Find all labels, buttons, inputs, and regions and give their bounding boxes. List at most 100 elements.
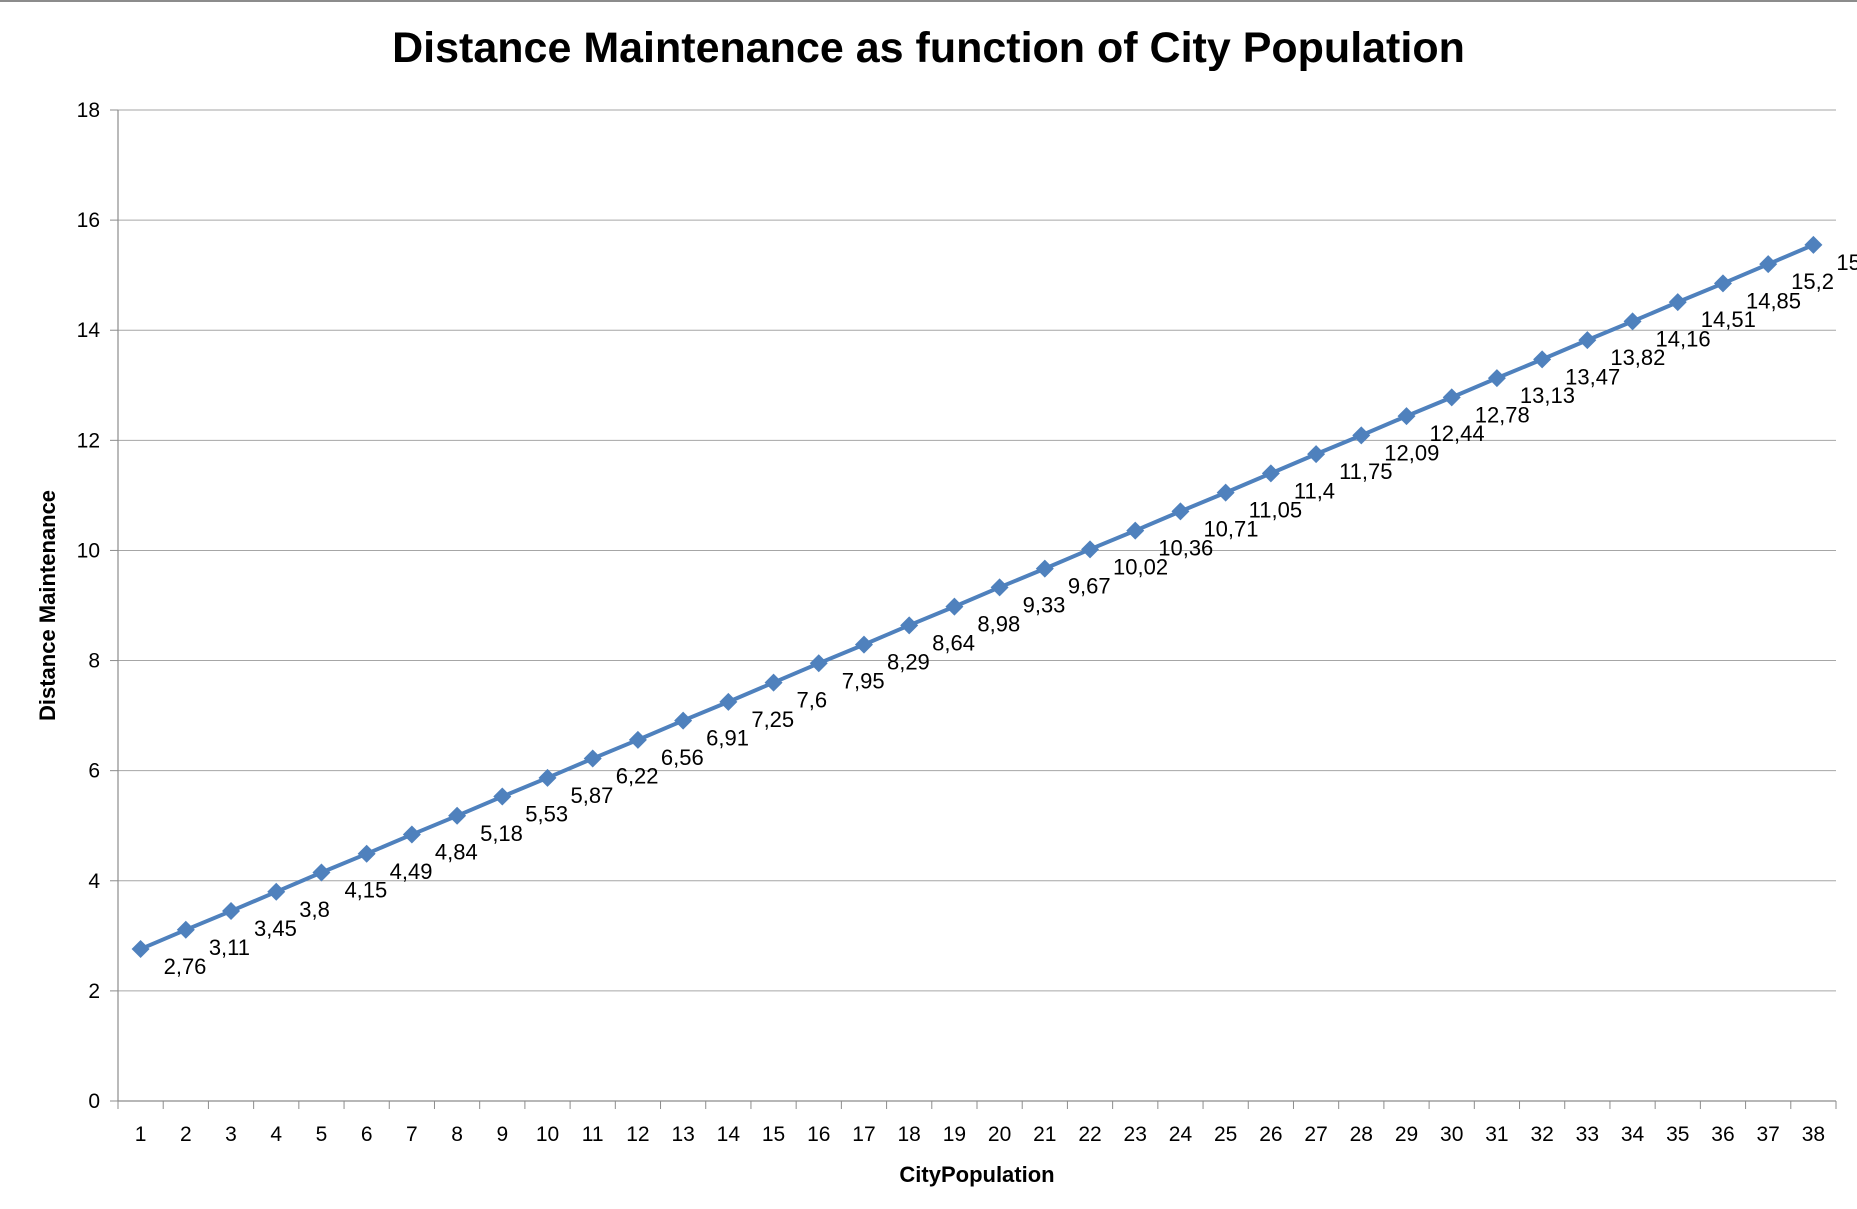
x-tick-label: 34: [1621, 1123, 1645, 1146]
x-tick-label: 27: [1304, 1123, 1327, 1146]
x-tick-label: 28: [1350, 1123, 1373, 1146]
x-tick-label: 10: [536, 1123, 559, 1146]
data-label: 12,44: [1430, 421, 1485, 446]
y-axis-tick-labels: 0 2 4 6 8 10 12 14 16 18: [77, 99, 101, 1113]
data-point-marker: [1804, 235, 1823, 254]
y-tick-label: 10: [77, 539, 100, 562]
data-point-marker: [583, 749, 602, 768]
data-point-marker: [945, 597, 964, 616]
data-label: 12,09: [1384, 440, 1439, 465]
y-tick-label: 12: [77, 429, 100, 452]
x-tick-label: 38: [1802, 1123, 1825, 1146]
data-label: 11,05: [1249, 498, 1302, 523]
y-tick-label: 4: [88, 870, 100, 893]
data-point-marker: [1487, 369, 1506, 388]
data-label: 7,25: [751, 707, 794, 732]
x-tick-label: 3: [225, 1123, 237, 1146]
data-label: 7,6: [797, 688, 828, 713]
x-tick-label: 26: [1259, 1123, 1282, 1146]
data-label: 5,18: [480, 821, 523, 846]
data-point-marker: [1397, 407, 1416, 426]
y-tick-label: 14: [77, 319, 101, 342]
data-label: 6,22: [616, 764, 659, 789]
data-point-marker: [719, 692, 738, 711]
data-point-marker: [1216, 483, 1235, 502]
data-label: 3,45: [254, 916, 297, 941]
series: [131, 235, 1823, 959]
data-point-marker: [1759, 255, 1778, 274]
data-point-marker: [1261, 464, 1280, 483]
data-point-marker: [1442, 388, 1461, 407]
data-label: 5,87: [571, 783, 614, 808]
x-tick-label: 9: [496, 1123, 508, 1146]
data-point-marker: [448, 806, 467, 825]
x-tick-label: 32: [1530, 1123, 1553, 1146]
data-label: 14,51: [1701, 307, 1756, 332]
chart-title: Distance Maintenance as function of City…: [392, 24, 1465, 72]
x-tick-label: 1: [135, 1123, 147, 1146]
y-axis-title: Distance Maintenance: [35, 490, 60, 721]
data-label: 10,02: [1113, 554, 1168, 579]
data-point-marker: [538, 768, 557, 787]
y-tick-label: 6: [88, 760, 100, 783]
x-tick-label: 21: [1033, 1123, 1056, 1146]
data-label: 5,53: [525, 802, 568, 827]
x-tick-label: 14: [717, 1123, 741, 1146]
data-label: 12,78: [1475, 402, 1530, 427]
x-tick-label: 16: [807, 1123, 830, 1146]
data-point-marker: [809, 654, 828, 673]
x-tick-label: 23: [1124, 1123, 1147, 1146]
data-label: 8,64: [932, 630, 975, 655]
x-tick-label: 20: [988, 1123, 1011, 1146]
data-label: 3,11: [209, 935, 250, 960]
y-tick-label: 0: [88, 1090, 100, 1113]
data-point-marker: [628, 730, 647, 749]
data-point-marker: [1352, 426, 1371, 445]
data-label: 8,29: [887, 650, 930, 675]
data-label: 13,47: [1565, 364, 1620, 389]
data-point-marker: [222, 902, 241, 921]
x-tick-label: 6: [361, 1123, 373, 1146]
x-tick-label: 31: [1485, 1123, 1508, 1146]
y-tick-label: 8: [88, 650, 100, 673]
data-label: 9,33: [1023, 592, 1066, 617]
data-point-marker: [1307, 445, 1326, 464]
data-point-marker: [1171, 502, 1190, 521]
x-tick-label: 19: [943, 1123, 966, 1146]
data-point-marker: [1668, 293, 1687, 312]
data-point-marker: [990, 578, 1009, 597]
data-labels: 2,763,113,453,84,154,494,845,185,535,876…: [164, 250, 1857, 979]
x-tick-label: 11: [582, 1123, 604, 1146]
data-label: 6,56: [661, 745, 704, 770]
x-tick-label: 30: [1440, 1123, 1463, 1146]
x-axis-tick-labels: 1 2 3 4 5 6 7 8 9 10 11 12 13 14 15 16 17 18 19 20 21 22 23 24 2…: [135, 1123, 1825, 1146]
y-tick-label: 18: [77, 99, 100, 122]
data-point-marker: [1713, 274, 1732, 293]
data-point-marker: [402, 825, 421, 844]
x-tick-label: 8: [451, 1123, 463, 1146]
data-label: 10,71: [1203, 516, 1258, 541]
data-label: 3,8: [299, 897, 330, 922]
data-label: 13,13: [1520, 383, 1575, 408]
x-tick-label: 33: [1576, 1123, 1599, 1146]
data-label: 10,36: [1158, 536, 1213, 561]
y-tick-label: 16: [77, 209, 100, 232]
data-point-marker: [1126, 521, 1145, 540]
data-point-marker: [267, 882, 286, 901]
x-tick-label: 15: [762, 1123, 785, 1146]
x-tick-label: 37: [1757, 1123, 1780, 1146]
data-point-marker: [1578, 331, 1597, 350]
data-point-marker: [854, 635, 873, 654]
data-point-marker: [493, 787, 512, 806]
data-label: 4,15: [344, 878, 387, 903]
x-tick-label: 18: [898, 1123, 921, 1146]
data-point-marker: [1035, 559, 1054, 578]
data-label: 2,76: [164, 954, 207, 979]
x-tick-label: 36: [1711, 1123, 1734, 1146]
x-tick-label: 7: [406, 1123, 418, 1146]
data-label: 14,85: [1746, 288, 1801, 313]
x-tick-label: 13: [671, 1123, 694, 1146]
data-point-marker: [312, 863, 331, 882]
